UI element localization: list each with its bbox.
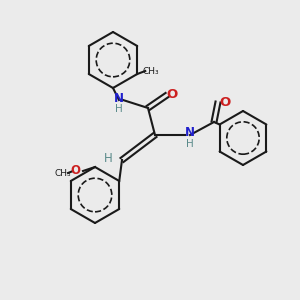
Text: CH₃: CH₃ xyxy=(143,67,160,76)
Text: CH₃: CH₃ xyxy=(55,169,71,178)
Text: H: H xyxy=(115,104,123,114)
Text: N: N xyxy=(185,127,195,140)
Text: H: H xyxy=(103,152,112,164)
Text: H: H xyxy=(186,139,194,149)
Text: O: O xyxy=(167,88,178,101)
Text: O: O xyxy=(70,164,80,178)
Text: O: O xyxy=(219,95,231,109)
Text: N: N xyxy=(114,92,124,106)
